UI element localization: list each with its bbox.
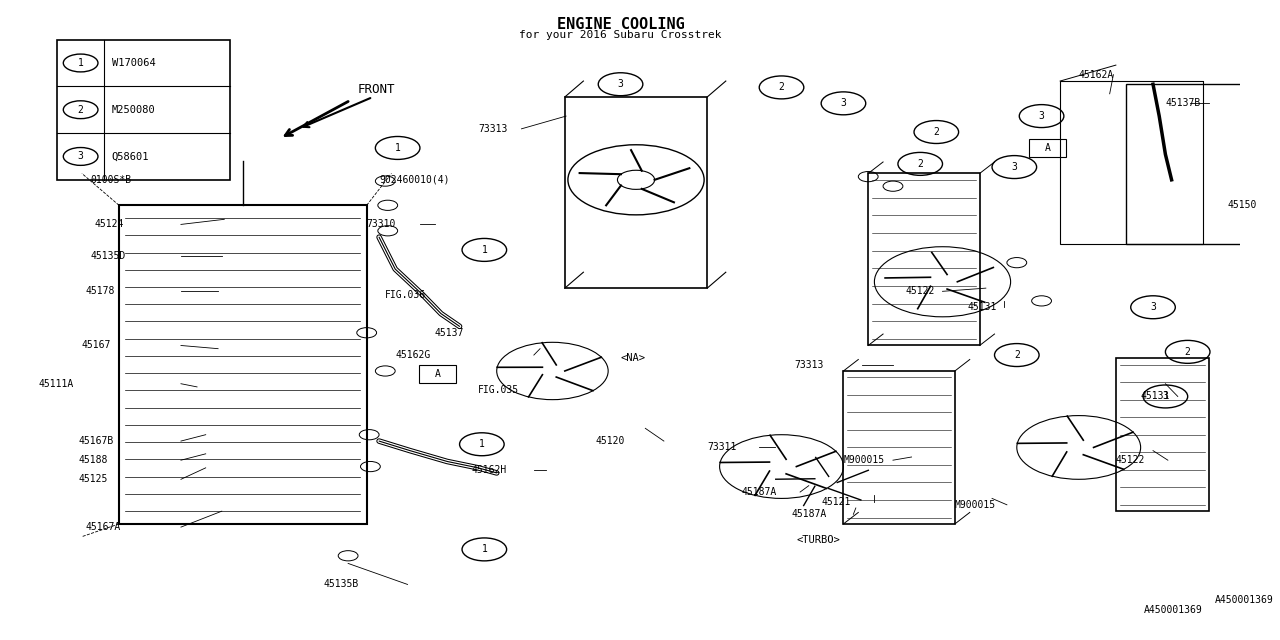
Text: 45167B: 45167B (78, 436, 114, 446)
Text: 73313: 73313 (479, 124, 507, 134)
Text: <NA>: <NA> (621, 353, 645, 364)
Text: 3: 3 (1151, 302, 1156, 312)
Text: 45187A: 45187A (791, 509, 827, 519)
Bar (119, 205, 366, 524)
Text: 3: 3 (78, 152, 83, 161)
Text: A450001369: A450001369 (1215, 595, 1274, 605)
Text: 45167: 45167 (82, 340, 111, 351)
Text: FIG.035: FIG.035 (479, 385, 520, 395)
Text: 0100S*B: 0100S*B (91, 175, 132, 185)
Text: 45162A: 45162A (1079, 70, 1114, 79)
Text: 1: 1 (394, 143, 401, 153)
Text: ENGINE COOLING: ENGINE COOLING (557, 17, 685, 32)
Text: 45124: 45124 (95, 220, 124, 229)
Text: 45162G: 45162G (396, 350, 430, 360)
Text: 45178: 45178 (86, 286, 115, 296)
Text: 45125: 45125 (78, 474, 108, 484)
Text: 45137: 45137 (435, 328, 465, 338)
Text: 45122: 45122 (905, 286, 934, 296)
Bar (1060, 81, 1202, 244)
Text: M900015: M900015 (844, 455, 884, 465)
Text: 902460010(4): 902460010(4) (379, 175, 449, 185)
Text: 45131: 45131 (968, 302, 997, 312)
Text: 3: 3 (1011, 162, 1018, 172)
Text: 2: 2 (1014, 350, 1020, 360)
Text: 2: 2 (933, 127, 940, 137)
Text: 3: 3 (1162, 392, 1169, 401)
Text: 73313: 73313 (794, 360, 823, 370)
Text: A: A (1044, 143, 1051, 153)
Text: 45187A: 45187A (742, 487, 777, 497)
Bar (58, 40, 230, 180)
Text: 45122: 45122 (1116, 455, 1146, 465)
Text: FIG.036: FIG.036 (385, 289, 426, 300)
Text: W170064: W170064 (111, 58, 155, 68)
Text: 45121: 45121 (822, 497, 850, 507)
Text: 45111A: 45111A (38, 379, 74, 388)
Text: 1: 1 (481, 245, 488, 255)
Text: 2: 2 (778, 83, 785, 92)
Text: 45167A: 45167A (86, 522, 120, 532)
Bar (868, 173, 979, 346)
Text: 1: 1 (479, 439, 485, 449)
Text: 73311: 73311 (708, 442, 736, 452)
Text: 45150: 45150 (1228, 200, 1257, 211)
Bar (419, 365, 456, 383)
Text: FRONT: FRONT (358, 83, 396, 96)
Text: A450001369: A450001369 (1144, 605, 1202, 615)
Text: M250080: M250080 (111, 105, 155, 115)
Text: 45162H: 45162H (472, 465, 507, 475)
Text: 45120: 45120 (595, 436, 625, 446)
Text: 45135D: 45135D (91, 252, 125, 261)
Bar (1029, 139, 1066, 157)
Bar (844, 371, 955, 524)
Text: A: A (434, 369, 440, 379)
Text: <TURBO>: <TURBO> (796, 535, 841, 545)
Text: 45135B: 45135B (324, 579, 358, 589)
Text: Q58601: Q58601 (111, 152, 148, 161)
Bar (1116, 358, 1208, 511)
Text: for your 2016 Subaru Crosstrek: for your 2016 Subaru Crosstrek (520, 30, 722, 40)
Text: 3: 3 (841, 99, 846, 108)
Text: 45188: 45188 (78, 455, 108, 465)
Text: 45131: 45131 (1140, 392, 1170, 401)
Text: 45137B: 45137B (1165, 99, 1201, 108)
Text: 3: 3 (1038, 111, 1044, 121)
Bar (1126, 84, 1243, 244)
Text: 73310: 73310 (366, 220, 396, 229)
Text: 3: 3 (618, 79, 623, 89)
Text: 1: 1 (78, 58, 83, 68)
Text: 2: 2 (78, 105, 83, 115)
Text: 1: 1 (481, 545, 488, 554)
Text: 2: 2 (918, 159, 923, 169)
Text: M900015: M900015 (955, 500, 996, 510)
Bar (564, 97, 708, 288)
Text: 2: 2 (1185, 347, 1190, 357)
